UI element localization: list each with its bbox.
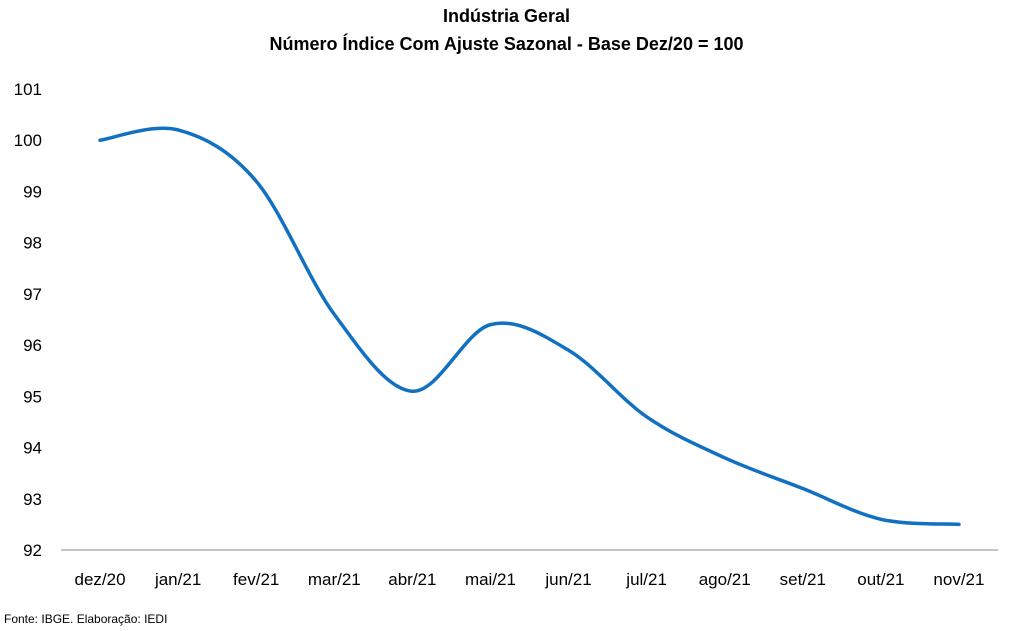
chart-subtitle: Número Índice Com Ajuste Sazonal - Base … — [269, 34, 744, 54]
y-tick-label: 101 — [14, 80, 42, 99]
y-tick-label: 93 — [23, 490, 42, 509]
y-axis-ticks: 92 93 94 95 96 97 98 99 100 101 — [14, 80, 42, 560]
source-note: Fonte: IBGE. Elaboração: IEDI — [4, 612, 168, 626]
x-tick-label: dez/20 — [75, 570, 126, 589]
x-tick-label: set/21 — [780, 570, 826, 589]
x-tick-label: ago/21 — [699, 570, 751, 589]
series-line — [98, 126, 961, 527]
x-tick-label: nov/21 — [933, 570, 984, 589]
x-tick-label: jun/21 — [544, 570, 591, 589]
x-tick-label: jan/21 — [154, 570, 201, 589]
y-tick-label: 99 — [23, 182, 42, 201]
y-tick-label: 96 — [23, 336, 42, 355]
chart-title: Indústria Geral — [442, 6, 571, 26]
x-tick-label: out/21 — [857, 570, 904, 589]
x-tick-label: jul/21 — [625, 570, 667, 589]
y-tick-label: 97 — [23, 285, 42, 304]
y-tick-label: 100 — [14, 131, 42, 150]
x-axis-ticks: dez/20 jan/21 fev/21 mar/21 abr/21 mai/21 jun/… — [75, 570, 985, 589]
x-tick-label: mar/21 — [308, 570, 361, 589]
y-tick-label: 98 — [23, 234, 42, 253]
x-tick-label: abr/21 — [388, 570, 436, 589]
x-tick-label: mai/21 — [465, 570, 516, 589]
x-tick-label: fev/21 — [233, 570, 279, 589]
y-tick-label: 92 — [23, 541, 42, 560]
y-tick-label: 94 — [23, 439, 42, 458]
y-tick-label: 95 — [23, 387, 42, 406]
